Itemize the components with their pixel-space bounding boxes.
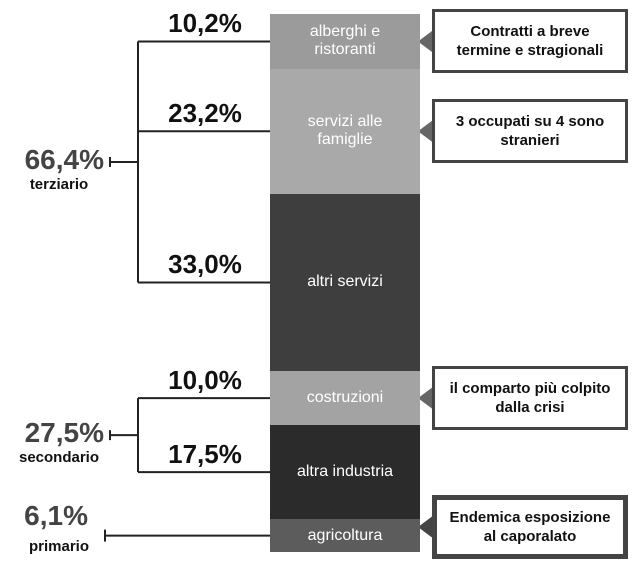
callout-pointer <box>418 386 434 411</box>
segment-label: altra industria <box>296 463 394 481</box>
group-label: primario <box>28 537 89 555</box>
bar-segment: alberghi e ristoranti <box>270 14 420 69</box>
segment-label: alberghi e ristoranti <box>309 23 381 59</box>
segment-label: altri servizi <box>307 273 383 291</box>
segment-label: agricoltura <box>307 526 383 544</box>
callout: Contratti a breve termine e stragionali <box>432 9 628 74</box>
bar-segment: altri servizi <box>270 193 420 372</box>
value-label: 33,0% <box>168 249 242 280</box>
group-value: 66,4% <box>24 143 104 175</box>
value-label: 10,0% <box>168 365 242 396</box>
group-value: 27,5% <box>24 417 104 449</box>
segment-label: servizi alle famiglie <box>307 113 383 149</box>
bar-segment: servizi alle famiglie <box>270 68 420 194</box>
callout: Endemica esposizione al caporalato <box>432 495 628 559</box>
value-label: 10,2% <box>168 8 242 39</box>
segment-label: costruzioni <box>306 389 384 407</box>
group-label: secondario <box>18 449 100 467</box>
callout-pointer <box>418 119 434 144</box>
bar-segment: agricoltura <box>270 519 420 552</box>
bar-segment: altra industria <box>270 425 420 520</box>
callout-pointer <box>418 29 434 54</box>
callout: 3 occupati su 4 sono stranieri <box>432 99 628 164</box>
callout: il comparto più colpito dalla crisi <box>432 366 628 431</box>
value-label: 17,5% <box>168 439 242 470</box>
value-label: 23,2% <box>168 98 242 129</box>
bar-segment: costruzioni <box>270 371 420 426</box>
group-value: 6,1% <box>24 499 88 531</box>
group-label: terziario <box>29 175 89 193</box>
callout-pointer <box>418 515 434 539</box>
